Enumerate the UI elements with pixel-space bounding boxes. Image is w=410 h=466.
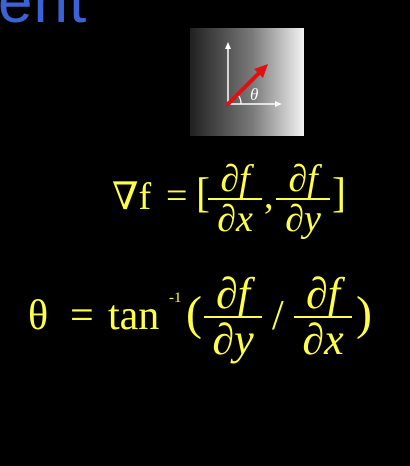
partial-f-partial-y: ∂f ∂y [204, 272, 262, 362]
inverse-exponent: -1 [169, 290, 182, 306]
fraction-numerator: ∂f [288, 158, 318, 200]
tan-function: tan [108, 293, 160, 339]
division-slash: / [272, 293, 284, 339]
theta-label: θ [250, 85, 258, 104]
partial-f-partial-x: ∂f ∂x [294, 272, 352, 362]
fraction-numerator: ∂f [220, 158, 250, 200]
equals-sign: = [70, 293, 94, 339]
fraction-numerator: ∂f [306, 269, 340, 318]
gradient-vector-arrowhead [254, 64, 268, 78]
fraction-denominator: ∂x [302, 315, 344, 364]
fraction-bar [276, 198, 330, 200]
theta-symbol: θ [28, 293, 49, 339]
open-bracket: [ [196, 171, 210, 217]
close-paren: ) [356, 287, 372, 340]
partial-f-partial-x: ∂f ∂x [208, 160, 262, 238]
close-bracket: ] [332, 171, 346, 217]
gradient-direction-diagram: θ [225, 42, 282, 107]
slide-title-fragment: ent [0, 0, 88, 36]
fraction-denominator: ∂x [217, 198, 253, 240]
gradient-vector [226, 68, 264, 106]
fraction-numerator: ∂f [216, 269, 250, 318]
fraction-bar [208, 198, 262, 200]
fraction-bar [294, 316, 352, 318]
gradient-symbol: ∇f [112, 176, 152, 218]
comma-separator: , [264, 175, 274, 217]
fraction-denominator: ∂y [212, 315, 254, 364]
x-axis-arrowhead [275, 101, 282, 107]
open-paren: ( [186, 287, 202, 340]
y-axis-arrowhead [225, 42, 231, 49]
gradient-direction-thumbnail: θ [190, 28, 304, 136]
equals-sign: = [166, 175, 188, 217]
fraction-denominator: ∂y [285, 198, 321, 240]
fraction-bar [204, 316, 262, 318]
partial-f-partial-y: ∂f ∂y [276, 160, 330, 238]
